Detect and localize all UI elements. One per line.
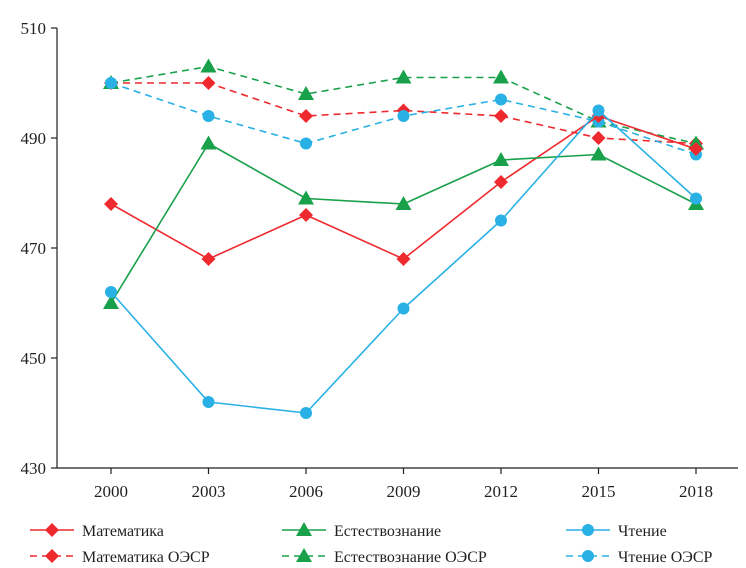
series-1-point [395,196,412,210]
series-2-point [495,214,507,227]
series-0-point [201,252,216,266]
x-ticks: 2000 2003 2006 2009 2012 2015 2018 [94,468,713,501]
series-5-point [202,110,215,122]
series-3-point [201,76,216,90]
series-1 [103,135,704,309]
y-tick-label: 510 [21,19,47,38]
legend-item-science-oecd: Естествознание ОЭСР [282,548,487,566]
legend-label-reading-oecd: Чтение ОЭСР [618,549,713,566]
y-tick-label: 450 [21,349,47,368]
legend-item-science: Естествознание [282,522,441,540]
series-2-point [592,104,605,117]
series-2-point [202,396,215,408]
series-4-point [298,86,314,100]
y-tick-label: 470 [21,239,47,258]
axes [56,28,738,469]
legend-marker-reading-oecd [582,550,594,562]
x-tick-label: 2015 [582,482,616,501]
series-2-point [397,302,410,315]
y-ticks: 430 450 470 490 510 [21,19,57,478]
x-tick-label: 2006 [289,482,323,501]
legend-marker-math [45,523,59,537]
series-2 [105,104,702,419]
x-tick-label: 2018 [679,482,713,501]
series-2-point [690,192,702,205]
series-5-point [300,137,312,150]
series-1-point [200,135,217,150]
legend-label-science: Естествознание [334,523,441,540]
y-tick-label: 430 [21,459,47,478]
series-5-point [495,93,507,106]
series-1-point [103,295,119,309]
legend-marker-science [296,522,312,536]
y-tick-label: 490 [21,129,47,148]
legend-marker-science-oecd [296,548,312,562]
series-1-point [298,190,314,205]
series-0 [104,109,703,266]
legend-marker-reading [582,524,594,536]
x-tick-label: 2000 [94,482,128,501]
series-0-line [110,115,697,260]
series-1-point [493,152,509,166]
series-3-point [494,109,508,123]
legend-item-reading: Чтение [566,523,667,540]
series-0-point [396,252,411,266]
series-0-point [494,175,508,189]
series-4-point [493,69,509,84]
series-3-point [299,109,313,123]
legend: Математика Естествознание Чтение Математ… [30,522,713,566]
series-2-point [105,286,117,298]
series-3-point [591,131,606,145]
series-0-point [299,208,313,222]
legend-item-reading-oecd: Чтение ОЭСР [566,549,713,566]
legend-label-science-oecd: Естествознание ОЭСР [334,549,487,566]
x-tick-label: 2012 [484,482,518,501]
series-layer [103,58,704,419]
series-1-line [110,142,697,304]
series-5-point [397,110,410,122]
legend-item-math-oecd: Математика ОЭСР [30,549,210,566]
series-0-point [104,197,118,211]
legend-label-reading: Чтение [618,523,667,540]
series-0-point [689,142,703,156]
x-tick-label: 2009 [387,482,421,501]
series-4-point [395,69,412,84]
series-4-point [200,58,217,73]
series-2-point [300,407,312,419]
x-tick-label: 2003 [192,482,226,501]
legend-marker-math-oecd [45,549,59,563]
series-5 [105,77,702,161]
legend-label-math-oecd: Математика ОЭСР [82,549,210,566]
series-1-point [590,146,607,161]
legend-item-math: Математика [30,523,164,540]
legend-label-math: Математика [82,523,164,540]
series-5-point [105,77,117,89]
